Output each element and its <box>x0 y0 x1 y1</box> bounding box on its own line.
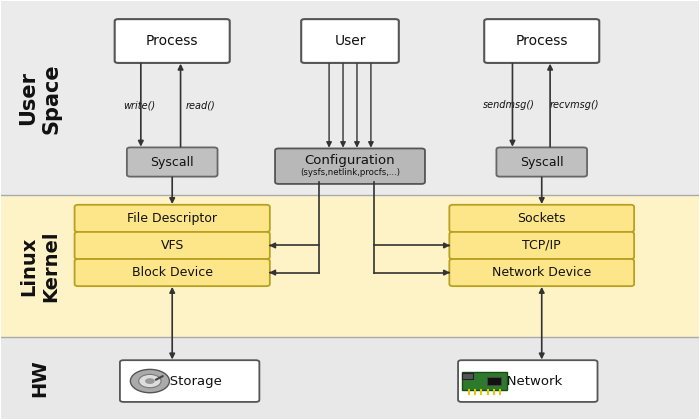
FancyBboxPatch shape <box>496 147 587 177</box>
FancyBboxPatch shape <box>120 360 260 402</box>
Text: Process: Process <box>515 34 568 48</box>
FancyBboxPatch shape <box>449 232 634 259</box>
Text: write(): write() <box>122 100 155 110</box>
Text: Syscall: Syscall <box>150 155 194 168</box>
Text: User
Space: User Space <box>18 63 62 134</box>
Bar <box>1 1 699 195</box>
Text: Sockets: Sockets <box>517 212 566 225</box>
Text: Linux
Kernel: Linux Kernel <box>19 231 60 302</box>
FancyBboxPatch shape <box>484 19 599 63</box>
FancyBboxPatch shape <box>449 259 634 286</box>
FancyBboxPatch shape <box>449 205 634 232</box>
Text: Block Device: Block Device <box>132 266 213 279</box>
FancyBboxPatch shape <box>458 360 598 402</box>
Bar <box>1 195 699 337</box>
FancyBboxPatch shape <box>487 377 501 385</box>
FancyBboxPatch shape <box>127 147 218 177</box>
Circle shape <box>145 378 155 384</box>
FancyBboxPatch shape <box>75 232 270 259</box>
Text: Storage: Storage <box>158 375 222 388</box>
Text: recvmsg(): recvmsg() <box>550 100 599 110</box>
Bar <box>1 337 699 419</box>
Circle shape <box>139 374 161 388</box>
Text: sendmsg(): sendmsg() <box>483 100 535 110</box>
Circle shape <box>130 369 169 393</box>
Text: VFS: VFS <box>160 239 184 252</box>
Text: Syscall: Syscall <box>520 155 564 168</box>
Text: TCP/IP: TCP/IP <box>522 239 561 252</box>
FancyBboxPatch shape <box>301 19 399 63</box>
Text: (sysfs,netlink,procfs,...): (sysfs,netlink,procfs,...) <box>300 168 400 177</box>
FancyBboxPatch shape <box>462 372 507 390</box>
FancyBboxPatch shape <box>75 259 270 286</box>
Text: Configuration: Configuration <box>304 154 395 167</box>
FancyBboxPatch shape <box>115 19 230 63</box>
Text: Network: Network <box>494 375 562 388</box>
FancyBboxPatch shape <box>275 148 425 184</box>
Text: User: User <box>335 34 365 48</box>
Text: Network Device: Network Device <box>492 266 592 279</box>
Text: HW: HW <box>30 359 49 397</box>
Text: File Descriptor: File Descriptor <box>127 212 217 225</box>
Text: Process: Process <box>146 34 199 48</box>
FancyBboxPatch shape <box>75 205 270 232</box>
Text: read(): read() <box>186 100 215 110</box>
FancyBboxPatch shape <box>462 373 473 379</box>
